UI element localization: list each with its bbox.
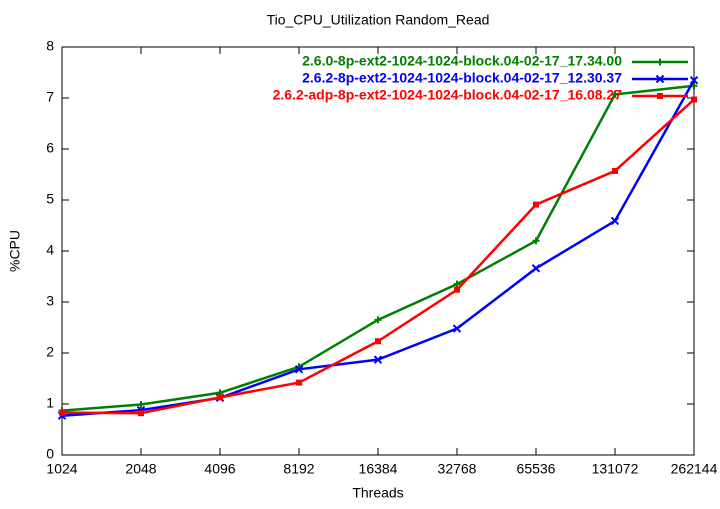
x-tick-label: 262144 — [671, 461, 718, 477]
marker — [531, 264, 541, 273]
y-tick-label: 4 — [46, 242, 54, 258]
y-tick-label: 6 — [46, 140, 54, 156]
x-tick-label: 8192 — [283, 461, 314, 477]
y-tick-label: 2 — [46, 344, 54, 360]
marker — [217, 394, 223, 401]
marker — [373, 355, 383, 364]
marker — [691, 96, 697, 103]
y-tick-label: 0 — [46, 446, 54, 462]
y-tick-label: 8 — [46, 38, 54, 54]
marker — [296, 379, 302, 386]
marker — [612, 167, 618, 174]
marker — [454, 286, 460, 293]
marker — [689, 75, 699, 85]
y-axis-label: %CPU — [7, 230, 23, 272]
marker — [655, 74, 665, 84]
marker — [656, 58, 664, 66]
marker — [533, 201, 539, 208]
x-tick-label: 1024 — [46, 461, 77, 477]
marker — [452, 324, 462, 333]
marker — [611, 90, 619, 98]
legend-label: 2.6.2-8p-ext2-1024-1024-block.04-02-17_1… — [302, 70, 622, 86]
marker — [532, 237, 540, 245]
y-tick-label: 1 — [46, 395, 54, 411]
x-tick-label: 4096 — [204, 461, 235, 477]
x-tick-label: 16384 — [359, 461, 398, 477]
plot-border — [61, 46, 695, 456]
y-tick-label: 5 — [46, 191, 54, 207]
marker — [374, 316, 382, 324]
chart-title: Tio_CPU_Utilization Random_Read — [267, 12, 490, 28]
y-tick-label: 3 — [46, 293, 54, 309]
marker — [657, 93, 663, 99]
series-line — [61, 98, 695, 415]
marker — [453, 280, 461, 288]
x-tick-label: 32768 — [438, 461, 477, 477]
legend-label: 2.6.0-8p-ext2-1024-1024-block.04-02-17_1… — [302, 53, 622, 69]
x-tick-label: 65536 — [517, 461, 556, 477]
y-tick-label: 7 — [46, 89, 54, 105]
x-tick-label: 131072 — [592, 461, 639, 477]
x-tick-label: 2048 — [125, 461, 156, 477]
marker — [138, 410, 144, 417]
marker — [59, 409, 65, 416]
x-axis-label: Threads — [352, 485, 403, 501]
marker — [137, 401, 145, 409]
legend-label: 2.6.2-adp-8p-ext2-1024-1024-block.04-02-… — [273, 87, 623, 103]
series-line — [61, 79, 696, 417]
series-line — [61, 84, 695, 412]
marker — [610, 216, 620, 226]
marker — [375, 338, 381, 345]
marker — [294, 365, 304, 374]
